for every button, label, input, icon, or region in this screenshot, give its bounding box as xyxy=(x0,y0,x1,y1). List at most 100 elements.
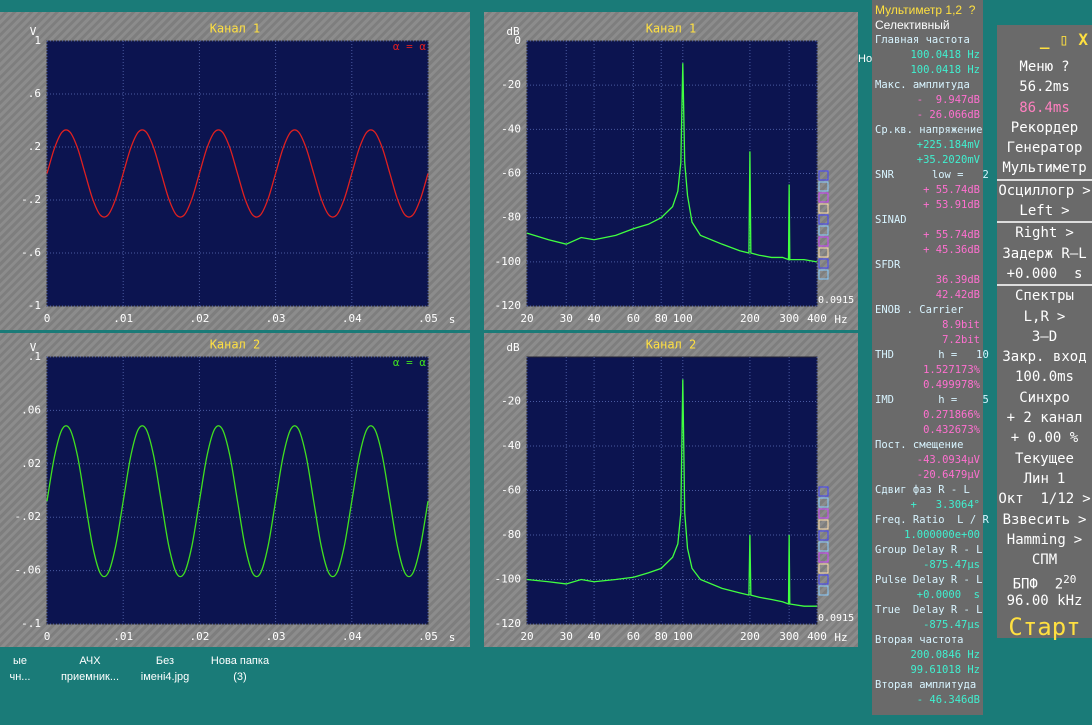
menu-text: Старт xyxy=(1008,613,1081,642)
measure-value: - 46.346dB xyxy=(916,694,980,706)
measure-label: Сдвиг фаз R - L xyxy=(875,484,970,496)
menu-text: Спектры xyxy=(1014,288,1074,305)
signal-line xyxy=(526,63,818,263)
channel-box xyxy=(818,170,829,181)
menu-text: БПФ 220 xyxy=(1012,573,1077,594)
measure-value: 36.39dB xyxy=(935,274,980,286)
desktop-icon[interactable]: ые чн... xyxy=(0,653,60,685)
menu-item[interactable]: L,R > xyxy=(997,307,1092,327)
menu-item[interactable]: Мультиметр xyxy=(997,158,1092,178)
measure-value: -20.6479µV xyxy=(916,469,980,481)
measure-value: + 55.74dB xyxy=(923,229,980,241)
menu-item[interactable]: Осциллогр > xyxy=(997,178,1092,201)
x-tick-label: 80 xyxy=(655,312,668,325)
measure-value: +225.184mV xyxy=(916,139,980,151)
y-tick-label: -.1 xyxy=(21,617,41,630)
x-tick-label: 200 xyxy=(740,630,760,643)
plot-area xyxy=(46,356,429,625)
menu-item[interactable]: Текущее xyxy=(997,449,1092,469)
measure-label: ENOB . Carrier xyxy=(875,304,964,316)
menu-item[interactable]: Рекордер xyxy=(997,118,1092,138)
menu-text: > xyxy=(1073,531,1083,548)
x-tick-label: .01 xyxy=(113,630,133,643)
menu-item[interactable]: + 2 канал xyxy=(997,408,1092,428)
menu-item[interactable]: Спектры xyxy=(997,284,1092,306)
menu-item[interactable]: Задерж R–L xyxy=(997,244,1092,264)
channel-box xyxy=(818,203,829,214)
channel-box xyxy=(818,269,829,280)
measure-value: -43.0934µV xyxy=(916,454,980,466)
x-tick-label: .05 xyxy=(418,630,438,643)
menu-text: СПМ xyxy=(1031,552,1058,569)
channel-box xyxy=(818,214,829,225)
measure-label: Главная частота xyxy=(875,34,970,46)
x-tick-label: 40 xyxy=(587,630,600,643)
measure-label: Pulse Delay R - L xyxy=(875,574,983,586)
y-tick-label: -100 xyxy=(495,255,522,268)
channel-box xyxy=(818,258,829,269)
menu-item[interactable]: +0.000 s xyxy=(997,264,1092,284)
desktop-icon[interactable]: Нова папка (3) xyxy=(200,653,280,685)
channel-box xyxy=(818,181,829,192)
channel-box xyxy=(818,519,829,530)
menu-item[interactable]: Синхро xyxy=(997,388,1092,408)
measure-label: THD h = 10 xyxy=(875,349,989,361)
x-tick-label: 30 xyxy=(560,630,573,643)
measure-value: 100.0418 Hz xyxy=(910,49,980,61)
measure-label: Вторая частота xyxy=(875,634,964,646)
icon-label: ые xyxy=(12,655,28,667)
x-axis-label: Hz xyxy=(834,631,847,644)
menu-text: Осциллогр xyxy=(998,182,1075,199)
menu-item[interactable]: Hamming > xyxy=(997,530,1092,550)
y-tick-label: 1 xyxy=(34,34,41,47)
menu-text: + 2 канал xyxy=(1006,410,1083,427)
menu-item[interactable]: Меню? xyxy=(997,57,1092,77)
menu-item[interactable]: + 0.00 % xyxy=(997,428,1092,448)
measure-value: + 55.74dB xyxy=(923,184,980,196)
icon-label: імені4.jpg xyxy=(140,671,190,683)
desktop-icon[interactable]: Без імені4.jpg xyxy=(125,653,205,685)
measure-value: + 45.36dB xyxy=(923,244,980,256)
menu-item[interactable]: СПМ xyxy=(997,550,1092,570)
legend: α = α xyxy=(393,40,426,53)
measure-value: 0.499978% xyxy=(923,379,980,391)
menu-item[interactable]: 86.4ms xyxy=(997,98,1092,118)
menu-item[interactable]: 100.0ms xyxy=(997,367,1092,387)
y-tick-label: .06 xyxy=(21,403,41,416)
menu-text: L,R xyxy=(1023,308,1049,325)
menu-item[interactable]: 56.2ms xyxy=(997,77,1092,97)
menu-item[interactable]: Left > xyxy=(997,201,1092,221)
window-buttons: _ ▯ X xyxy=(1039,30,1088,49)
y-tick-label: -.2 xyxy=(21,193,41,206)
menu-item[interactable]: Взвесить > xyxy=(997,510,1092,530)
measure-value: -875.47µs xyxy=(923,619,980,631)
x-tick-label: 20 xyxy=(520,312,533,325)
y-tick-label: -40 xyxy=(501,439,521,452)
measure-value: - 9.947dB xyxy=(916,94,980,106)
y-tick-label: -60 xyxy=(501,167,521,180)
measure-value: 1.527173% xyxy=(923,364,980,376)
x-tick-label: .05 xyxy=(418,312,438,325)
measure-value: 200.0846 Hz xyxy=(910,649,980,661)
menu-item[interactable]: 96.00 kHz xyxy=(997,591,1092,611)
menu-item[interactable]: 3–D xyxy=(997,327,1092,347)
menu-item[interactable]: Закр. вход xyxy=(997,347,1092,367)
menu-item[interactable]: Right > xyxy=(997,221,1092,243)
x-tick-label: 400 xyxy=(807,312,827,325)
channel-box xyxy=(818,541,829,552)
menu-item[interactable]: Лин 1 xyxy=(997,469,1092,489)
menu-item[interactable]: БПФ 220 xyxy=(997,570,1092,594)
measure-label: Freq. Ratio L / R xyxy=(875,514,989,526)
menu-text: Right xyxy=(1015,225,1058,242)
menu-item[interactable]: Окт 1/12 > xyxy=(997,489,1092,509)
y-tick-label: -40 xyxy=(501,122,521,135)
desktop-icon[interactable]: АЧХ приемник... xyxy=(50,653,130,685)
icon-label: Без xyxy=(155,655,175,667)
menu-item[interactable]: Старт xyxy=(997,611,1092,643)
annotation: 0.0915 xyxy=(818,295,854,306)
menu-text: Left xyxy=(1019,203,1054,220)
chart-title: Канал 1 xyxy=(646,22,697,36)
measure-value: 1.000000e+00 xyxy=(904,529,980,541)
measure-value: - 26.066dB xyxy=(916,109,980,121)
menu-item[interactable]: Генератор xyxy=(997,138,1092,158)
